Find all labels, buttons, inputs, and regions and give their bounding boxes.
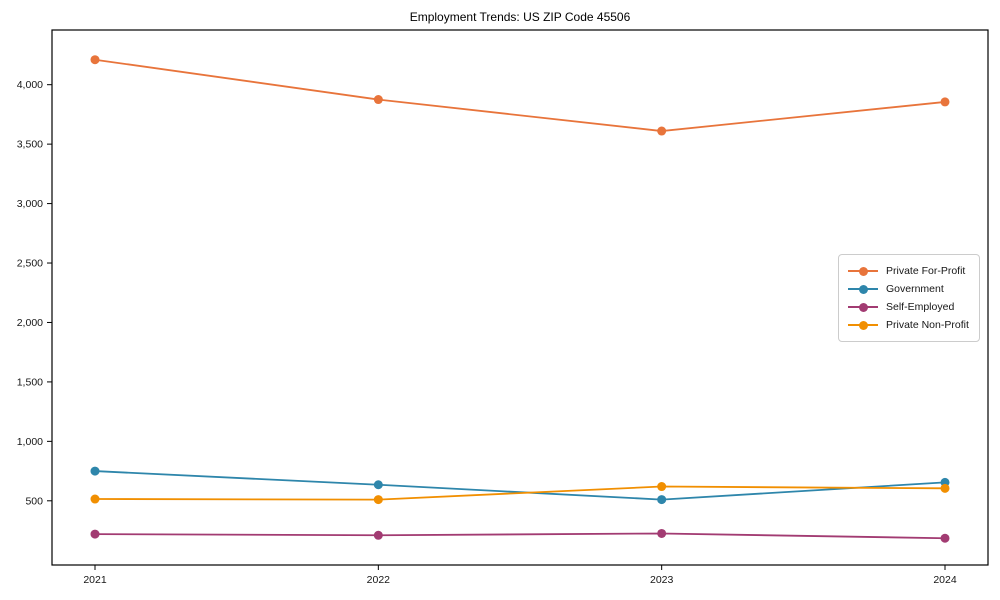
- series-line: [94, 485, 946, 501]
- data-point: [940, 483, 950, 493]
- legend-label: Private For-Profit: [886, 265, 966, 277]
- y-tick-label: 3,500: [17, 139, 43, 151]
- y-tick-label: 2,000: [17, 317, 43, 329]
- y-tick-label: 4,000: [17, 79, 43, 91]
- data-point: [90, 494, 100, 504]
- data-point: [940, 533, 950, 543]
- y-tick-label: 3,000: [17, 198, 43, 210]
- data-point: [373, 480, 383, 490]
- data-point: [373, 495, 383, 505]
- plot-area: 500 1,000 1,500 2,000 2,500 3,000 3,500 4,000 20…: [17, 29, 989, 586]
- data-point: [940, 97, 950, 107]
- x-tick-label: 2022: [367, 574, 391, 586]
- data-point: [90, 529, 100, 539]
- data-point: [657, 482, 667, 492]
- axes-spines: [51, 29, 989, 566]
- chart-legend: Private For-Profit Government Self-Employe…: [838, 254, 980, 342]
- legend-label: Government: [886, 283, 944, 295]
- legend-marker-icon: [848, 302, 878, 312]
- series-line: [94, 532, 946, 540]
- data-point: [90, 55, 100, 65]
- legend-item: Private For-Profit: [848, 262, 970, 280]
- legend-label: Private Non-Profit: [886, 319, 969, 331]
- y-tick-label: 1,500: [17, 376, 43, 388]
- chart-title: Employment Trends: US ZIP Code 45506: [410, 10, 631, 24]
- data-point: [90, 466, 100, 476]
- legend-marker-icon: [848, 320, 878, 330]
- data-point: [373, 95, 383, 105]
- legend-item: Government: [848, 280, 970, 298]
- y-tick-label: 1,000: [17, 436, 43, 448]
- x-tick-label: 2021: [83, 574, 107, 586]
- legend-marker-icon: [848, 284, 878, 294]
- x-tick-label: 2024: [933, 574, 957, 586]
- series-line: [94, 58, 946, 132]
- legend-marker-icon: [848, 266, 878, 276]
- data-point: [657, 126, 667, 136]
- legend-label: Self-Employed: [886, 301, 955, 313]
- y-tick-label: 500: [25, 495, 43, 507]
- legend-item: Private Non-Profit: [848, 316, 970, 334]
- y-tick-label: 2,500: [17, 258, 43, 270]
- data-point: [657, 495, 667, 505]
- legend-item: Self-Employed: [848, 298, 970, 316]
- data-point: [373, 530, 383, 540]
- x-tick-label: 2023: [650, 574, 674, 586]
- series-line: [94, 470, 946, 501]
- data-point: [657, 528, 667, 538]
